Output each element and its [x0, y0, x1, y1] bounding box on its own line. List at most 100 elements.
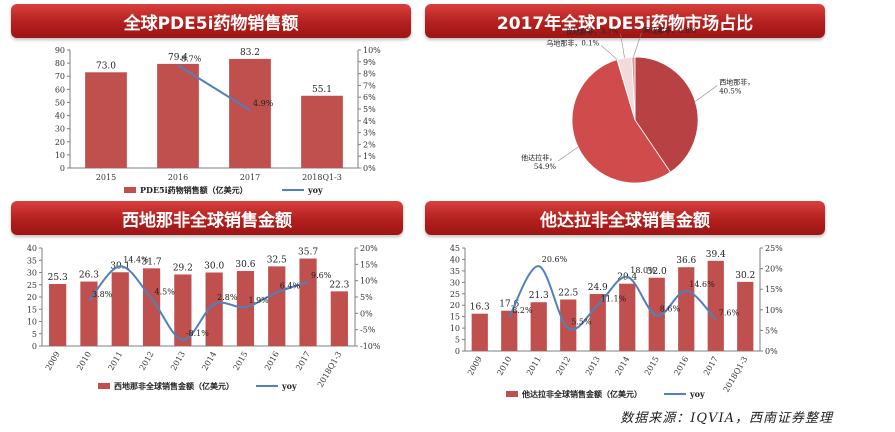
bar-value-label: 79.4 — [168, 53, 188, 63]
x-tick-label: 2013 — [169, 350, 187, 372]
x-tick-label: 2016 — [263, 350, 281, 372]
yoy-value-label: 7.6% — [719, 309, 740, 318]
yoy-value-label: 1.9% — [248, 296, 269, 305]
x-tick-label: 2012 — [138, 350, 156, 372]
bar-value-label: 83.2 — [240, 48, 260, 58]
bar-value-label: 73.0 — [96, 61, 116, 71]
bar — [501, 310, 518, 351]
pie-slice-label: 乌地那非，0.1% — [546, 39, 599, 48]
title-banner-tada: 他达拉非全球销售金额 — [425, 201, 825, 235]
x-tick-label: 2009 — [466, 355, 484, 377]
legend-bar-swatch — [124, 187, 136, 193]
legend-bar-swatch — [506, 391, 518, 397]
y-tick-label: 5 — [32, 330, 37, 339]
legend-bar-swatch — [98, 383, 110, 389]
bar — [330, 291, 348, 346]
bar-value-label: 32.0 — [647, 267, 667, 277]
y2-tick-label: 8% — [363, 70, 376, 79]
y-tick-label: 25 — [450, 290, 460, 299]
y2-tick-label: 7% — [363, 81, 376, 90]
y2-tick-label: 5% — [363, 105, 376, 114]
y2-tick-label: 15% — [360, 260, 378, 269]
y-tick-label: 80 — [55, 59, 65, 68]
y2-tick-label: 3% — [363, 129, 376, 138]
bar — [648, 277, 665, 351]
bar — [619, 283, 636, 351]
pie-slice — [634, 56, 699, 173]
y2-tick-label: 20% — [360, 244, 378, 253]
bar-value-label: 22.3 — [329, 280, 349, 290]
y-tick-label: 70 — [55, 72, 65, 81]
y2-tick-label: 5% — [765, 326, 778, 335]
y2-tick-label: 2% — [363, 140, 376, 149]
title-banner-sild: 西地那非全球销售金额 — [11, 201, 403, 235]
pie-slice-value: 54.9% — [534, 163, 557, 171]
bar — [205, 272, 223, 346]
y-tick-label: 40 — [55, 112, 65, 121]
bar — [301, 95, 343, 168]
pie-leader-line — [601, 45, 618, 60]
title-banner-pie: 2017年全球PDE5i药物市场占比 — [425, 4, 825, 38]
yoy-value-label: 14.4% — [123, 255, 149, 264]
pie-slice — [571, 59, 671, 184]
x-tick-label: 2014 — [613, 355, 631, 377]
bar-value-label: 30.6 — [235, 260, 255, 270]
bar — [678, 267, 695, 351]
yoy-value-label: 2.8% — [217, 293, 238, 302]
y2-tick-label: 0% — [363, 164, 376, 173]
y2-tick-label: 0% — [765, 347, 778, 356]
bar-value-label: 30.0 — [204, 262, 224, 272]
x-tick-label: 2015 — [232, 350, 250, 372]
bar — [707, 260, 724, 351]
bar-value-label: 17.6 — [499, 300, 519, 310]
bar — [49, 284, 67, 346]
yoy-value-label: 9.6% — [311, 271, 332, 280]
bar-value-label: 26.3 — [79, 271, 99, 281]
yoy-value-label: 4.5% — [155, 288, 176, 297]
y-tick-label: 60 — [55, 85, 65, 94]
x-tick-label: 2010 — [75, 350, 93, 372]
yoy-value-label: 18.0% — [630, 266, 656, 275]
sildenafil-chart: 0 5 10 15 20 25 30 35 40 -10% -5% 0% 5% 10% 15% 20% 25.3… — [27, 244, 381, 391]
yoy-value-label: 6.4% — [280, 281, 301, 290]
y2-tick-label: 4% — [363, 117, 376, 126]
x-tick-label: 2015 — [643, 355, 661, 377]
legend-bar-label: 他达拉非全球销售金额（亿美元） — [521, 389, 642, 399]
yoy-value-label: 8.7% — [181, 54, 202, 63]
y2-tick-label: 20% — [765, 265, 783, 274]
y2-tick-label: 0% — [360, 309, 373, 318]
y2-tick-label: -5% — [360, 326, 376, 335]
pie-chart: 西地那非，40.5% 他达拉非，54.9% 乌地那非，0.1% 伐地那非，3.7% 阿伐… — [521, 26, 754, 184]
pie-slice-label: 阿伐那非，0.8% — [643, 26, 696, 35]
pie-leader-line — [620, 33, 625, 58]
bar-value-label: 35.7 — [298, 248, 318, 258]
y-tick-label: 35 — [450, 267, 460, 276]
pie-slice-label: 西地那非， — [719, 77, 754, 86]
bar — [80, 281, 98, 346]
legend-bar-label: 西地那非全球销售金额（亿美元） — [114, 381, 234, 391]
bar-value-label: 29.2 — [173, 263, 193, 273]
bar-value-label: 16.3 — [470, 303, 490, 313]
legend-bar-label: PDE5i药物销售额（亿美元） — [140, 185, 248, 195]
yoy-value-label: -8.1% — [186, 329, 209, 338]
legend-line-label: yoy — [689, 389, 705, 399]
y2-tick-label: 1% — [363, 152, 376, 161]
bar — [142, 268, 161, 346]
y2-tick-label: -10% — [360, 342, 381, 351]
pie-slice-label: 他达拉非， — [521, 153, 556, 162]
pie-slice-value: 40.5% — [719, 87, 742, 95]
x-tick-label: 2015 — [96, 173, 116, 182]
x-tick-label: 2018Q1-3 — [722, 355, 750, 394]
legend-line-label: yoy — [307, 185, 323, 195]
y-tick-label: 15 — [27, 305, 37, 314]
yoy-value-label: 3.8% — [92, 290, 113, 299]
y-tick-label: 90 — [55, 46, 65, 55]
source-note: 数据来源：IQVIA，西南证券整理 — [620, 411, 833, 426]
bar-value-label: 55.1 — [312, 85, 332, 95]
bar — [268, 266, 286, 346]
y-tick-label: 50 — [55, 98, 65, 107]
yoy-value-label: 8.2% — [512, 306, 533, 315]
yoy-value-label: 11.1% — [601, 294, 627, 303]
x-tick-label: 2012 — [554, 355, 572, 377]
y2-tick-label: 10% — [363, 46, 381, 55]
